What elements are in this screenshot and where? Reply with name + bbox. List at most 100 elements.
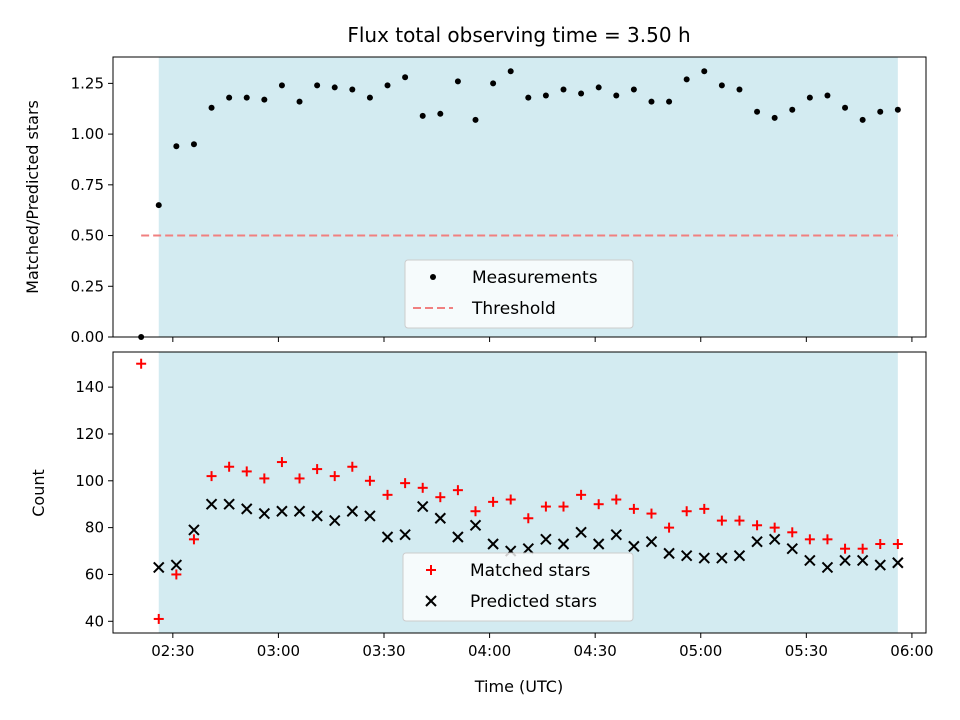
predicted-stars-point (751, 535, 763, 548)
chart-title: Flux total observing time = 3.50 h (347, 23, 690, 47)
matched-stars-point (752, 520, 763, 531)
x-tick-label: 03:00 (257, 642, 300, 660)
measurement-point (754, 108, 761, 115)
predicted-stars-point (364, 510, 376, 522)
predicted-stars-point (680, 550, 693, 562)
x-tick-label: 02:30 (151, 642, 194, 660)
predicted-stars-point (311, 510, 323, 522)
measurement-point (190, 141, 197, 148)
legend-measurement-marker (430, 274, 436, 280)
predicted-stars-point (469, 519, 482, 531)
predicted-stars-point (663, 547, 675, 560)
legend-label: Matched stars (470, 561, 590, 581)
predicted-stars-point (153, 561, 165, 574)
matched-stars-point (611, 494, 622, 505)
predicted-stars-point (223, 498, 235, 510)
x-tick-label: 04:00 (468, 642, 511, 660)
measurement-point (630, 86, 637, 93)
matched-stars-point (171, 569, 182, 580)
top-y-axis-label: Matched/Predicted stars (23, 100, 42, 294)
top-panel-flux-ratio: 0.00 0.25 0.50 0.75 1.00 1.25 Measurements Thre… (71, 56, 927, 346)
measurement-point (472, 116, 479, 123)
predicted-stars-point (452, 531, 464, 543)
predicted-stars-point (592, 538, 605, 550)
predicted-stars-point (628, 540, 640, 553)
x-tick-label: 05:30 (785, 642, 828, 660)
matched-stars-point (259, 473, 270, 484)
bottom-axes-frame (112, 351, 927, 634)
top-y-tick-label: 1.00 (71, 125, 104, 143)
predicted-stars-point (698, 552, 710, 564)
bottom-y-tick-label: 40 (85, 612, 104, 630)
matched-stars-point (664, 522, 675, 533)
predicted-stars-point (856, 554, 869, 567)
top-legend: Measurements Threshold (404, 259, 634, 329)
measurement-point (331, 84, 338, 91)
x-tick-label: 04:30 (574, 642, 617, 660)
matched-stars-point (628, 503, 639, 514)
predicted-stars-point (188, 524, 200, 536)
predicted-stars-point (381, 531, 394, 543)
top-y-tick-label: 0.50 (71, 227, 104, 245)
measurement-point (261, 96, 268, 103)
matched-stars-point (646, 508, 657, 519)
matched-stars-point (435, 492, 446, 503)
x-tick-label: 05:00 (679, 642, 722, 660)
matched-stars-point (699, 503, 710, 514)
matched-stars-point (804, 534, 815, 545)
legend-label: Predicted stars (470, 592, 597, 612)
measurement-point (613, 92, 620, 99)
top-y-tick-label: 0.00 (71, 328, 104, 346)
top-axes-frame (112, 56, 927, 338)
matched-stars-point (241, 466, 252, 477)
predicted-stars-point (346, 505, 359, 517)
matched-stars-point (470, 506, 481, 517)
predicted-stars-point (768, 533, 781, 546)
measurement-point (278, 82, 285, 89)
x-tick-label: 03:30 (362, 642, 405, 660)
matched-stars-point (875, 539, 886, 550)
measurement-point (595, 84, 602, 91)
measurement-point (314, 82, 321, 89)
bottom-legend-box (402, 552, 634, 622)
measurement-point (648, 98, 655, 105)
measurement-point (859, 116, 866, 123)
predicted-stars-point (276, 505, 288, 517)
predicted-stars-point (716, 552, 728, 564)
top-y-tick-label: 0.25 (71, 277, 104, 295)
matched-stars-point (593, 499, 604, 510)
matched-stars-point (347, 461, 358, 472)
matched-stars-point (840, 543, 851, 554)
matched-stars-point (716, 515, 727, 526)
measurement-point (226, 94, 233, 101)
legend-label: Measurements (472, 268, 598, 288)
measurement-point (806, 94, 813, 101)
matched-stars-point (224, 461, 235, 472)
predicted-stars-point (434, 512, 447, 524)
measurement-point (789, 106, 796, 113)
measurement-point (173, 143, 180, 150)
measurement-point (208, 104, 215, 111)
top-legend-box (404, 259, 634, 329)
measurement-point (155, 202, 162, 209)
predicted-stars-point (329, 514, 341, 527)
measurement-point (419, 112, 426, 119)
measurement-point (402, 74, 409, 81)
legend-matched-marker (426, 565, 436, 575)
bottom-y-axis-label: Count (29, 469, 48, 517)
predicted-stars-point (540, 533, 552, 546)
measurement-point (454, 78, 461, 85)
predicted-stars-point (874, 559, 886, 571)
measurement-point (701, 68, 708, 75)
measurement-point (666, 98, 673, 105)
measurement-point (525, 94, 532, 101)
top-y-tick-label: 1.25 (71, 74, 104, 92)
matched-stars-point (822, 534, 833, 545)
measurement-point (507, 68, 514, 75)
measurement-point (366, 94, 373, 101)
predicted-stars-point (522, 542, 535, 555)
matched-stars-point (136, 358, 147, 369)
predicted-stars-point (417, 500, 429, 513)
measurement-point (243, 94, 250, 101)
measurement-point (384, 82, 391, 89)
